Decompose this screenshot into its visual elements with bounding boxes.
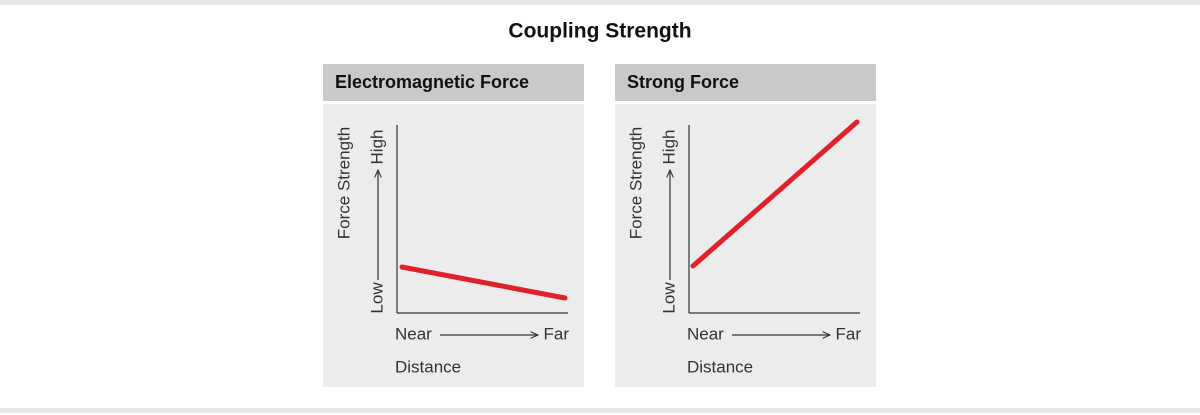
y-axis-label: Force Strength: [334, 127, 353, 239]
panel-title: Electromagnetic Force: [335, 72, 529, 92]
y-high-label: High: [659, 130, 678, 165]
x-near-label: Near: [687, 324, 724, 343]
trend-line: [399, 264, 568, 301]
y-axis-label: Force Strength: [626, 127, 645, 239]
panel-header: [323, 64, 584, 101]
x-far-label: Far: [544, 324, 570, 343]
panel-body: [615, 104, 876, 387]
panel-title: Strong Force: [627, 72, 739, 92]
x-axis-label: Distance: [687, 357, 753, 376]
panel-header: [615, 64, 876, 101]
trend-line: [690, 119, 860, 269]
y-low-label: Low: [659, 282, 678, 314]
panel-body: [323, 104, 584, 387]
x-near-label: Near: [395, 324, 432, 343]
x-far-label: Far: [836, 324, 862, 343]
y-low-label: Low: [367, 282, 386, 314]
title: Coupling Strength: [508, 20, 691, 43]
y-high-label: High: [367, 130, 386, 165]
top-border: [0, 0, 1200, 5]
x-axis-label: Distance: [395, 357, 461, 376]
bottom-border: [0, 408, 1200, 413]
